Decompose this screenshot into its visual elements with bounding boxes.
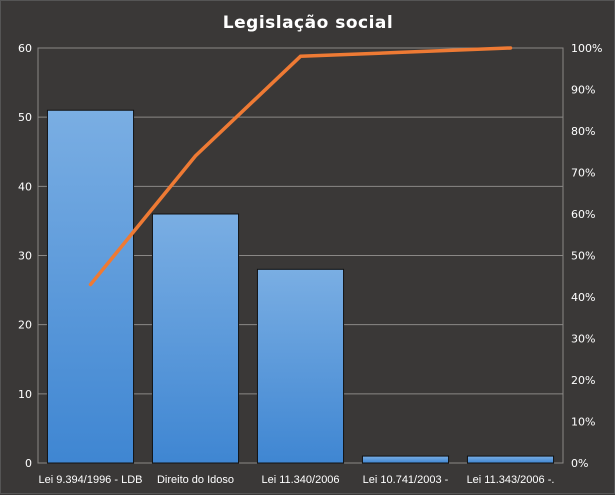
bar bbox=[361, 455, 450, 464]
bar bbox=[466, 455, 555, 464]
y-tick-label: 30 bbox=[18, 250, 32, 263]
y2-tick-label: 40% bbox=[571, 291, 595, 304]
y-tick-label: 0 bbox=[25, 457, 32, 470]
chart-title: Legislação social bbox=[223, 13, 393, 33]
line-point bbox=[299, 54, 302, 58]
y2-tick-label: 90% bbox=[571, 84, 595, 97]
y2-tick-label: 70% bbox=[571, 167, 595, 180]
y2-tick-label: 30% bbox=[571, 333, 595, 346]
y-tick-label: 40 bbox=[18, 180, 32, 193]
y2-tick-label: 80% bbox=[571, 125, 595, 138]
line-point bbox=[509, 46, 512, 50]
line-point bbox=[194, 154, 197, 158]
bar bbox=[256, 268, 345, 464]
y2-tick-label: 10% bbox=[571, 416, 595, 429]
y2-tick-label: 20% bbox=[571, 374, 595, 387]
line-point bbox=[89, 283, 92, 287]
bar bbox=[151, 213, 240, 464]
y-tick-label: 50 bbox=[18, 111, 32, 124]
cumulative-line-series bbox=[88, 46, 513, 287]
y-axis-left: 0 10 20 30 40 50 60 bbox=[18, 42, 32, 470]
y2-tick-label: 60% bbox=[571, 208, 595, 221]
x-axis-labels: Lei 9.394/1996 - LDB Direito do Idoso Lei … bbox=[39, 474, 555, 486]
y2-tick-label: 50% bbox=[571, 250, 595, 263]
x-category-label: Lei 9.394/1996 - LDB bbox=[39, 474, 143, 486]
y2-tick-label: 0% bbox=[571, 457, 588, 470]
x-category-label: Lei 10.741/2003 - bbox=[363, 474, 449, 486]
y-axis-right: 0% 10% 20% 30% 40% 50% 60% 70% 80% 90% 100% bbox=[571, 42, 602, 470]
x-category-label: Lei 11.340/2006 bbox=[261, 474, 339, 486]
bar-series bbox=[46, 109, 555, 464]
y2-tick-label: 100% bbox=[571, 42, 602, 55]
x-category-label: Lei 11.343/2006 -. bbox=[467, 474, 555, 486]
x-category-label: Direito do Idoso bbox=[157, 474, 234, 486]
y-tick-label: 10 bbox=[18, 388, 32, 401]
y-tick-label: 60 bbox=[18, 42, 32, 55]
line-point bbox=[404, 50, 407, 54]
y-tick-label: 20 bbox=[18, 319, 32, 332]
bar bbox=[46, 109, 135, 464]
